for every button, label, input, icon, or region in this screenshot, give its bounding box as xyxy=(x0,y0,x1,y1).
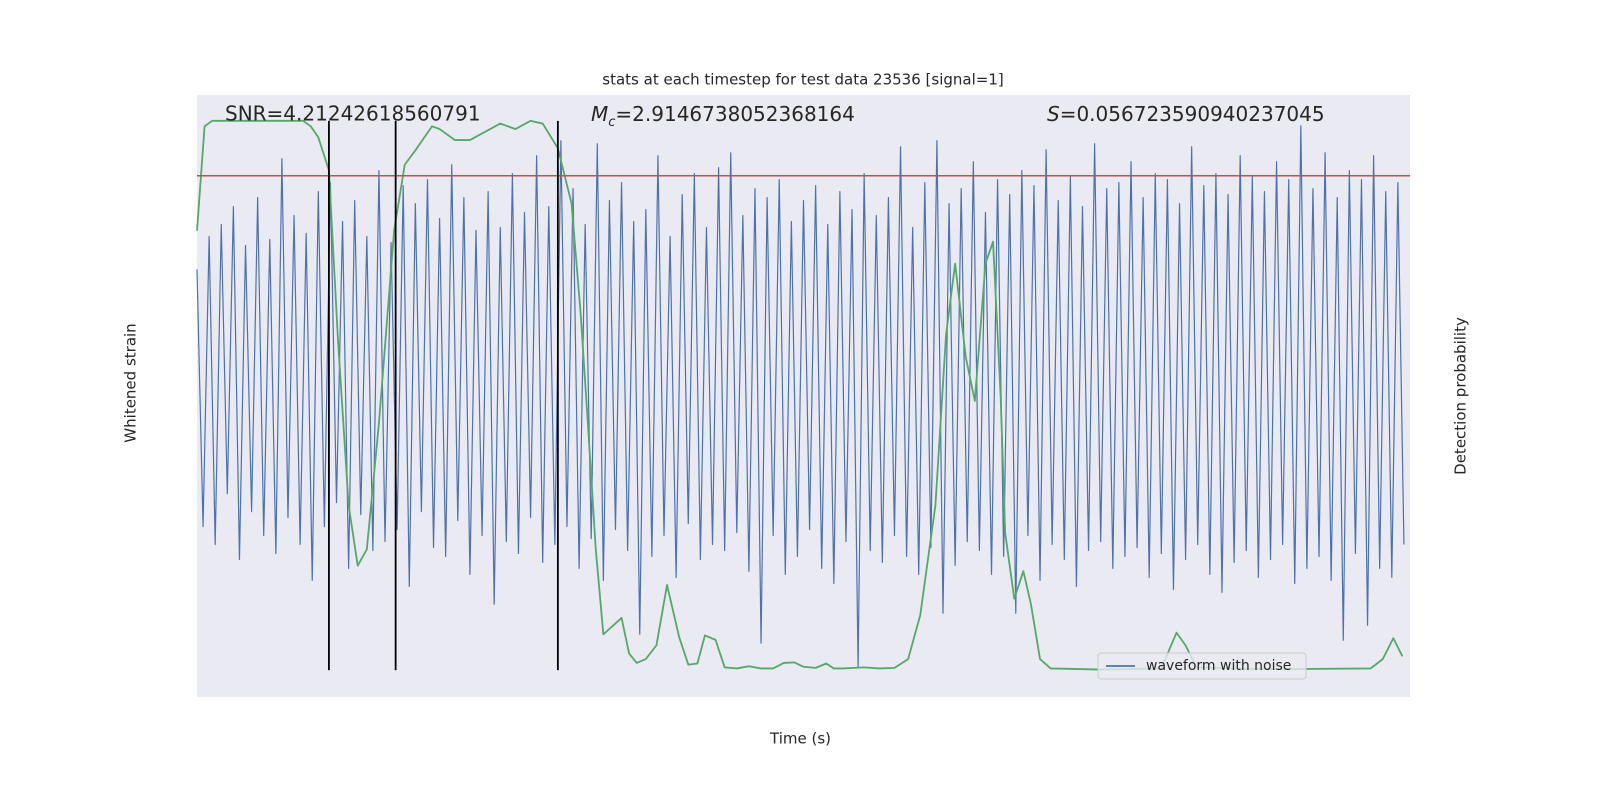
annotation: SNR=4.21242618560791 xyxy=(225,102,481,126)
annotation-symbol: M xyxy=(591,102,608,126)
chart-title: stats at each timestep for test data 235… xyxy=(602,71,1003,89)
annotation-subscript: c xyxy=(608,115,615,130)
series-line xyxy=(196,125,1405,668)
annotation: Mc=2.9146738052368164 xyxy=(591,102,855,131)
series-line xyxy=(196,119,1404,671)
legend-label: waveform with noise xyxy=(1146,658,1291,674)
y-axis-label: Whitened strain xyxy=(122,323,140,442)
annotation-symbol: S xyxy=(1047,102,1060,126)
legend-box xyxy=(1097,652,1307,680)
marks xyxy=(196,119,1410,671)
annotation-text: =0.056723590940237045 xyxy=(1060,102,1325,126)
annotation-text: =2.9146738052368164 xyxy=(615,102,854,126)
legend: waveform with noise xyxy=(1097,652,1307,680)
y2-axis-label: Detection probability xyxy=(1452,317,1470,475)
annotation: S=0.056723590940237045 xyxy=(1047,102,1325,126)
x-axis-label: Time (s) xyxy=(769,730,831,748)
